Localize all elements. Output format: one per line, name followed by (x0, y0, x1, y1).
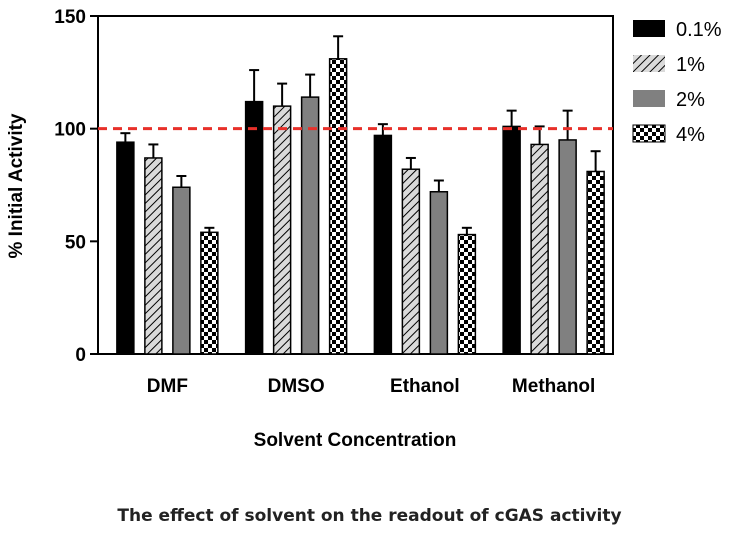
bar (373, 134, 393, 355)
legend-label: 1% (676, 54, 705, 76)
legend-swatch (633, 20, 665, 37)
bar (429, 191, 449, 355)
bar-chart: 0 50 100 150 DMF DMSO Ethanol Methanol 0.1% 1% 2% 4… (6, 7, 722, 451)
bar (272, 105, 292, 355)
x-tick-label: Ethanol (390, 376, 460, 397)
x-tick-label: DMF (147, 376, 188, 397)
bar (586, 170, 605, 355)
y-tick-label: 0 (75, 345, 86, 366)
bar (172, 186, 191, 355)
legend-swatch (633, 55, 665, 72)
plot-frame (97, 15, 614, 355)
x-tick-label: DMSO (268, 376, 325, 397)
bar (116, 141, 135, 355)
bar (401, 168, 421, 355)
y-axis-label: % Initial Activity (6, 113, 27, 258)
legend-label: 4% (676, 124, 705, 146)
legend-label: 2% (676, 89, 705, 111)
legend-swatch (633, 90, 665, 107)
bar (457, 233, 477, 355)
figure-caption: The effect of solvent on the readout of … (117, 506, 622, 526)
y-tick-label: 50 (65, 232, 86, 253)
legend-label: 0.1% (676, 19, 722, 41)
y-tick-label: 100 (54, 120, 86, 141)
bar (300, 96, 320, 355)
x-axis-label: Solvent Concentration (254, 430, 457, 451)
x-tick-label: Methanol (512, 376, 595, 397)
bar (244, 100, 264, 355)
bar (144, 157, 163, 355)
bar (558, 139, 577, 355)
bar (530, 143, 549, 355)
bar (328, 58, 348, 355)
y-tick-label: 150 (54, 7, 86, 28)
bar (502, 125, 521, 355)
legend-swatch (632, 124, 666, 143)
bar (200, 231, 219, 355)
